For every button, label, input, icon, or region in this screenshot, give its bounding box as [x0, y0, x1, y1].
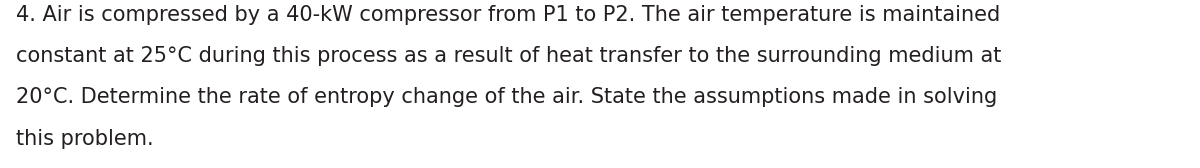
Text: 20°C. Determine the rate of entropy change of the air. State the assumptions mad: 20°C. Determine the rate of entropy chan…	[16, 87, 997, 107]
Text: 4. Air is compressed by a 40-kW compressor from P1 to P2. The air temperature is: 4. Air is compressed by a 40-kW compress…	[16, 5, 1000, 25]
Text: this problem.: this problem.	[16, 129, 154, 149]
Text: constant at 25°C during this process as a result of heat transfer to the surroun: constant at 25°C during this process as …	[16, 46, 1001, 66]
